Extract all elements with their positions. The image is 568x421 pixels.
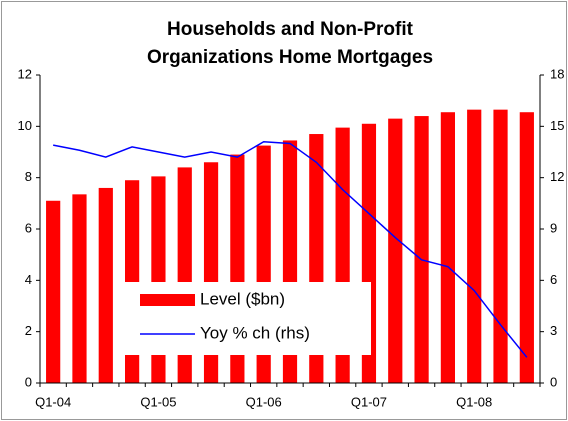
y-tick-label: 4	[25, 272, 32, 287]
bar	[98, 187, 113, 383]
legend-swatch	[140, 294, 195, 306]
x-tick-label: Q1-05	[140, 394, 176, 409]
bar	[414, 116, 429, 384]
bar	[440, 112, 455, 383]
x-tick-label: Q1-07	[351, 394, 387, 409]
y-tick-label: 12	[18, 66, 32, 81]
y-tick-label: 0	[25, 374, 32, 389]
x-tick-label: Q1-04	[35, 394, 71, 409]
bar	[388, 118, 403, 383]
y-tick-label: 2	[25, 323, 32, 338]
bar	[46, 200, 61, 383]
legend-label: Level ($bn)	[200, 289, 285, 308]
y2-tick-label: 0	[550, 374, 557, 389]
y2-tick-label: 18	[550, 66, 564, 81]
y2-tick-label: 9	[550, 220, 557, 235]
y-tick-label: 8	[25, 169, 32, 184]
y2-tick-label: 15	[550, 118, 564, 133]
chart-title: Households and Non-Profit	[167, 19, 414, 40]
y-tick-label: 6	[25, 220, 32, 235]
bar	[72, 194, 87, 383]
x-tick-label: Q1-08	[456, 394, 492, 409]
chart-title: Organizations Home Mortgages	[147, 47, 433, 68]
legend-label: Yoy % ch (rhs)	[200, 323, 310, 342]
y2-tick-label: 6	[550, 272, 557, 287]
bar	[519, 112, 534, 383]
y2-tick-label: 12	[550, 169, 564, 184]
bar	[467, 109, 482, 384]
bar	[493, 109, 508, 384]
line	[53, 140, 528, 358]
y-tick-label: 10	[18, 118, 32, 133]
y2-tick-label: 3	[550, 323, 557, 338]
x-tick-label: Q1-06	[246, 394, 282, 409]
